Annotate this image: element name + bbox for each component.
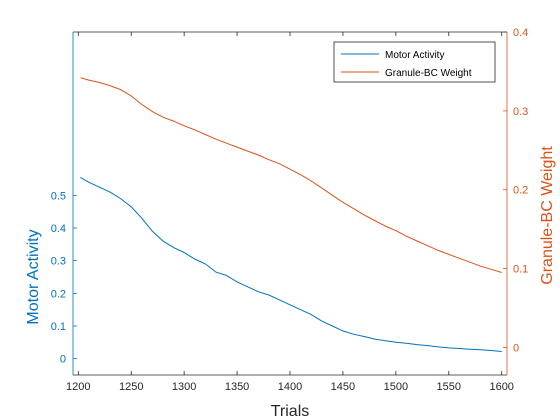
- left-y-tick-label: 0: [60, 354, 66, 366]
- series-line-granule-bc-weight: [80, 77, 502, 273]
- left-y-tick-label: 0.1: [51, 321, 66, 333]
- legend-label-motor-activity: Motor Activity: [385, 50, 444, 61]
- x-axis: 1200 1250 1300 1350 1400 1450 1500 1550 1600: [66, 32, 514, 393]
- right-y-tick-label: 0.3: [513, 106, 528, 118]
- right-y-axis: 0 0.1 0.2 0.3 0.4: [503, 27, 528, 354]
- x-tick-label: 1200: [66, 381, 90, 393]
- x-tick-label: 1550: [437, 381, 461, 393]
- legend-label-granule-bc-weight: Granule-BC Weight: [385, 68, 472, 79]
- series-layer: [80, 77, 502, 352]
- right-y-axis-title: Granule-BC Weight: [539, 146, 556, 285]
- x-tick-label: 1400: [278, 381, 302, 393]
- right-y-tick-label: 0: [513, 342, 519, 354]
- left-y-tick-label: 0.3: [51, 256, 66, 268]
- x-axis-title: Trials: [271, 403, 310, 420]
- x-tick-label: 1500: [384, 381, 408, 393]
- x-tick-label: 1300: [172, 381, 196, 393]
- series-line-motor-activity: [80, 176, 502, 352]
- right-y-tick-label: 0.2: [513, 185, 528, 197]
- left-y-tick-label: 0.4: [51, 223, 66, 235]
- right-y-tick-label: 0.1: [513, 264, 528, 276]
- legend-box: [333, 41, 496, 83]
- x-tick-label: 1350: [225, 381, 249, 393]
- left-y-axis-title: Motor Activity: [25, 229, 42, 324]
- left-y-tick-label: 0.2: [51, 288, 66, 300]
- x-tick-label: 1600: [489, 381, 513, 393]
- x-tick-label: 1250: [119, 381, 143, 393]
- right-y-tick-label: 0.4: [513, 27, 528, 39]
- left-y-tick-label: 0.5: [51, 190, 66, 202]
- legend: Motor Activity Granule-BC Weight: [333, 41, 496, 83]
- left-y-axis: 0 0.1 0.2 0.3 0.4 0.5: [51, 190, 77, 366]
- x-tick-label: 1450: [331, 381, 355, 393]
- axes-frame: [72, 31, 508, 376]
